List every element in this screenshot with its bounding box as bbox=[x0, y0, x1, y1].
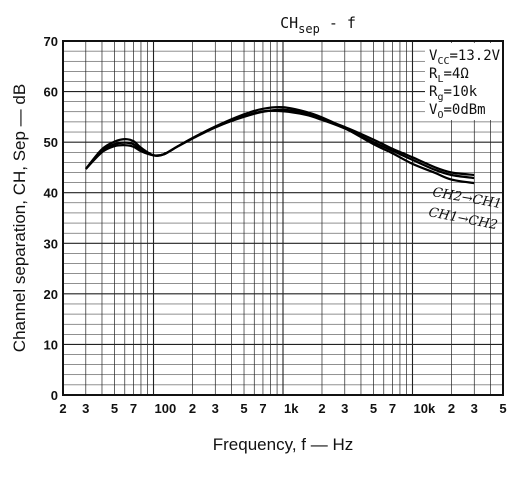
series-line-2 bbox=[84, 106, 475, 185]
x-tick-label: 3 bbox=[212, 401, 219, 416]
x-tick-label: 1k bbox=[284, 401, 299, 416]
y-tick-label: 30 bbox=[44, 236, 58, 251]
condition-line: RL=4Ω bbox=[429, 66, 469, 85]
chart-title: CHsep - f bbox=[280, 14, 356, 36]
y-tick-label: 50 bbox=[44, 135, 58, 150]
series-group bbox=[84, 106, 475, 185]
x-tick-label: 3 bbox=[471, 401, 478, 416]
x-tick-label: 3 bbox=[341, 401, 348, 416]
x-tick-label: 5 bbox=[111, 401, 118, 416]
x-tick-label: 3 bbox=[82, 401, 89, 416]
y-tick-labels: 0 10 20 30 40 50 60 70 bbox=[44, 34, 58, 403]
x-tick-labels: 2 3 5 7 100 2 3 5 7 1k 2 3 5 7 10k 2 3 5 bbox=[59, 401, 506, 416]
x-tick-label: 2 bbox=[189, 401, 196, 416]
x-tick-label: 2 bbox=[318, 401, 325, 416]
x-tick-label: 5 bbox=[370, 401, 377, 416]
y-axis-label: Channel separation, CH, Sep — dB bbox=[10, 84, 29, 352]
y-tick-label: 60 bbox=[44, 85, 58, 100]
y-tick-label: 20 bbox=[44, 287, 58, 302]
x-tick-label: 100 bbox=[155, 401, 177, 416]
x-tick-label: 7 bbox=[130, 401, 137, 416]
y-tick-label: 0 bbox=[51, 388, 58, 403]
x-tick-label: 7 bbox=[259, 401, 266, 416]
y-tick-label: 70 bbox=[44, 34, 58, 49]
x-axis-label: Frequency, f — Hz bbox=[213, 435, 353, 454]
y-tick-label: 10 bbox=[44, 337, 58, 352]
grid bbox=[62, 40, 504, 396]
condition-line: VCC=13.2V bbox=[429, 48, 501, 67]
x-tick-label: 7 bbox=[389, 401, 396, 416]
x-tick-label: 5 bbox=[240, 401, 247, 416]
condition-line: VO=0dBm bbox=[429, 102, 486, 121]
conditions-background bbox=[425, 43, 502, 120]
plot-frame bbox=[62, 40, 504, 396]
x-tick-label: 10k bbox=[413, 401, 435, 416]
x-tick-label: 2 bbox=[448, 401, 455, 416]
condition-line: Rg=10k bbox=[429, 84, 478, 103]
series-line-3 bbox=[85, 109, 475, 180]
x-tick-label: 5 bbox=[499, 401, 506, 416]
x-tick-label: 2 bbox=[59, 401, 66, 416]
y-tick-label: 40 bbox=[44, 186, 58, 201]
